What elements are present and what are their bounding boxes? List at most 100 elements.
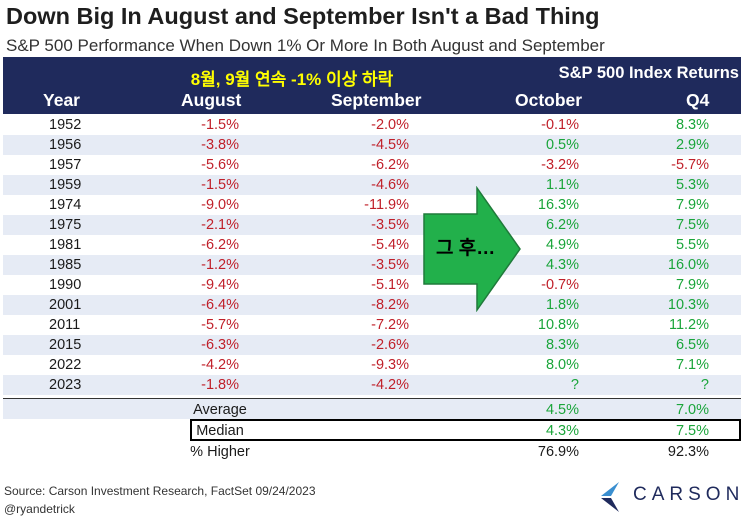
chart-title: Down Big In August and September Isn't a… — [6, 3, 600, 29]
cell-august: -1.5% — [201, 177, 239, 193]
cell-september: -3.5% — [371, 257, 409, 273]
cell-august: -3.8% — [201, 137, 239, 153]
cell-october: 0.5% — [545, 137, 579, 153]
cell-q4: 16.0% — [667, 257, 709, 273]
cell-august: -1.8% — [201, 377, 239, 393]
cell-august: -5.7% — [201, 317, 239, 333]
cell-october: ? — [570, 377, 579, 393]
cell-q4: 7.9% — [675, 197, 709, 213]
cell-q4: 8.3% — [675, 117, 709, 133]
cell-q4: 5.5% — [675, 237, 709, 253]
summary-pct-higher-october: 76.9% — [537, 444, 579, 460]
table-row: 2022 -4.2% -9.3% 8.0% 7.1% — [3, 355, 741, 375]
cell-q4: 6.5% — [675, 337, 709, 353]
cell-q4: -5.7% — [671, 157, 709, 173]
chart-subtitle: S&P 500 Performance When Down 1% Or More… — [6, 36, 605, 55]
cell-august: -4.2% — [201, 357, 239, 373]
summary-divider — [3, 398, 741, 399]
cell-year: 1975 — [49, 217, 82, 233]
cell-q4: 7.5% — [675, 217, 709, 233]
cell-october: -0.1% — [541, 117, 579, 133]
cell-august: -5.6% — [201, 157, 239, 173]
cell-october: 6.2% — [545, 217, 579, 233]
cell-september: -7.2% — [371, 317, 409, 333]
cell-year: 2011 — [49, 317, 81, 333]
cell-september: -4.2% — [371, 377, 409, 393]
table-row: 1957 -5.6% -6.2% -3.2% -5.7% — [3, 155, 741, 175]
table-row: 1952 -1.5% -2.0% -0.1% 8.3% — [3, 115, 741, 135]
table-row: 1975 -2.1% -3.5% 6.2% 7.5% — [3, 215, 741, 235]
table-row: 2001 -6.4% -8.2% 1.8% 10.3% — [3, 295, 741, 315]
cell-year: 1990 — [49, 277, 82, 293]
table-row: 2023 -1.8% -4.2%?? — [3, 375, 741, 395]
cell-q4: 10.3% — [667, 297, 709, 313]
summary-label-average: Average — [193, 402, 247, 418]
col-header-august: August — [181, 90, 242, 110]
cell-september: -5.1% — [371, 277, 409, 293]
cell-october: 1.1% — [545, 177, 579, 193]
col-header-q4: Q4 — [686, 90, 710, 110]
col-header-september: September — [331, 90, 422, 110]
table-row: 1956 -3.8% -4.5% 0.5% 2.9% — [3, 135, 741, 155]
table-row: 1985 -1.2% -3.5% 4.3% 16.0% — [3, 255, 741, 275]
cell-september: -5.4% — [371, 237, 409, 253]
cell-september: -6.2% — [371, 157, 409, 173]
cell-august: -6.2% — [201, 237, 239, 253]
table-row: 1959 -1.5% -4.6% 1.1% 5.3% — [3, 175, 741, 195]
cell-september: -8.2% — [371, 297, 409, 313]
summary-pct-higher-q4: 92.3% — [667, 444, 709, 460]
summary-average-q4: 7.0% — [675, 402, 709, 418]
cell-year: 1985 — [49, 257, 82, 273]
summary-median-october: 4.3% — [545, 423, 579, 439]
arrow-label: 그 후… — [436, 238, 496, 259]
cell-q4: 11.2% — [668, 317, 709, 333]
cell-september: -2.0% — [371, 117, 409, 133]
summary-label-pct-higher: % Higher — [190, 444, 250, 460]
cell-october: 4.3% — [545, 257, 579, 273]
table-row: 2011 -5.7% -7.2% 10.8% 11.2% — [3, 315, 741, 335]
korean-annotation: 8월, 9월 연속 -1% 이상 하락 — [190, 70, 394, 89]
table-row: 2015 -6.3% -2.6% 8.3% 6.5% — [3, 335, 741, 355]
cell-year: 1952 — [49, 117, 82, 133]
cell-q4: 2.9% — [675, 137, 709, 153]
cell-q4: 5.3% — [675, 177, 709, 193]
col-header-october: October — [515, 90, 583, 110]
summary-label-median: Median — [196, 423, 244, 439]
cell-august: -9.4% — [201, 277, 239, 293]
summary-row-average — [3, 399, 741, 419]
table-row: 1990 -9.4% -5.1% -0.7% 7.9% — [3, 275, 741, 295]
cell-august: -1.2% — [201, 257, 239, 273]
summary-average-october: 4.5% — [545, 402, 579, 418]
table-row: 1981 -6.2% -5.4% 4.9% 5.5% — [3, 235, 741, 255]
cell-year: 1974 — [49, 197, 82, 213]
cell-october: -3.2% — [541, 157, 579, 173]
median-highlight-box — [190, 419, 741, 441]
cell-q4: ? — [700, 377, 709, 393]
carson-logo-icon — [601, 482, 619, 512]
cell-october: 8.0% — [545, 357, 579, 373]
source-note: Source: Carson Investment Research, Fact… — [4, 484, 316, 498]
cell-october: 1.8% — [545, 297, 579, 313]
cell-september: -2.6% — [371, 337, 409, 353]
cell-year: 1959 — [49, 177, 82, 193]
cell-september: -11.9% — [364, 197, 409, 213]
cell-year: 2023 — [49, 377, 82, 393]
cell-september: -9.3% — [371, 357, 409, 373]
summary-median-q4: 7.5% — [675, 423, 709, 439]
cell-october: 16.3% — [537, 197, 579, 213]
cell-october: 4.9% — [545, 237, 579, 253]
cell-year: 2022 — [49, 357, 82, 373]
cell-october: 10.8% — [537, 317, 579, 333]
cell-august: -2.1% — [201, 217, 239, 233]
cell-october: 8.3% — [545, 337, 579, 353]
cell-year: 1956 — [49, 137, 82, 153]
cell-august: -1.5% — [201, 117, 239, 133]
author-handle: @ryandetrick — [4, 502, 75, 516]
cell-october: -0.7% — [541, 277, 579, 293]
cell-year: 1981 — [49, 237, 82, 253]
group-header: S&P 500 Index Returns — [558, 64, 739, 82]
col-header-year: Year — [43, 90, 80, 110]
cell-q4: 7.9% — [675, 277, 709, 293]
cell-q4: 7.1% — [675, 357, 709, 373]
cell-year: 1957 — [49, 157, 82, 173]
